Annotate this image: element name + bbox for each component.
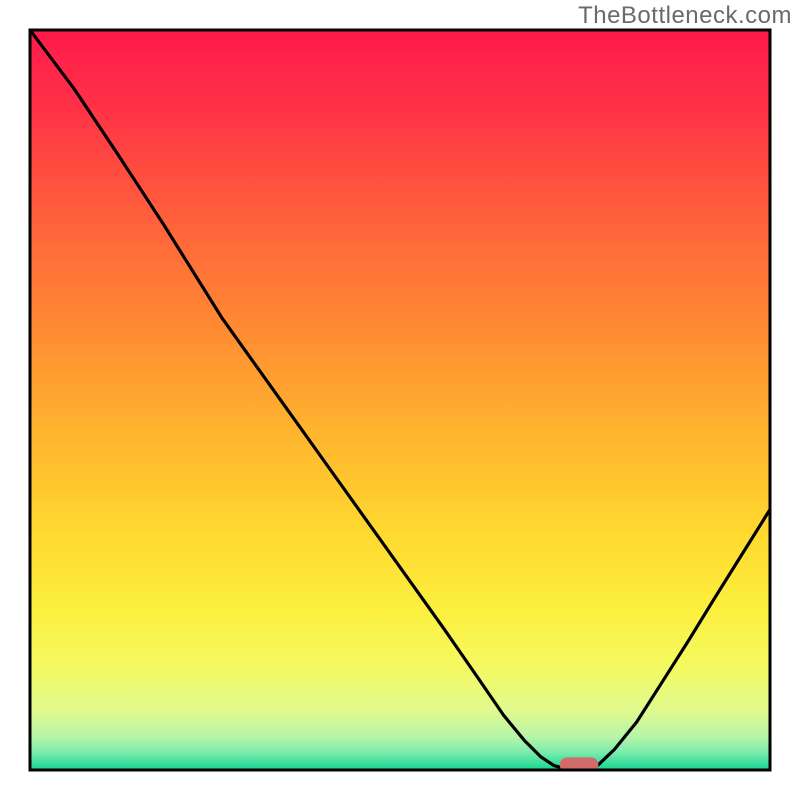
- chart-container: [0, 0, 800, 800]
- bottleneck-curve-chart: [0, 0, 800, 800]
- watermark-text: TheBottleneck.com: [578, 2, 792, 30]
- chart-wrapper: TheBottleneck.com: [0, 0, 800, 800]
- plot-background: [30, 30, 770, 770]
